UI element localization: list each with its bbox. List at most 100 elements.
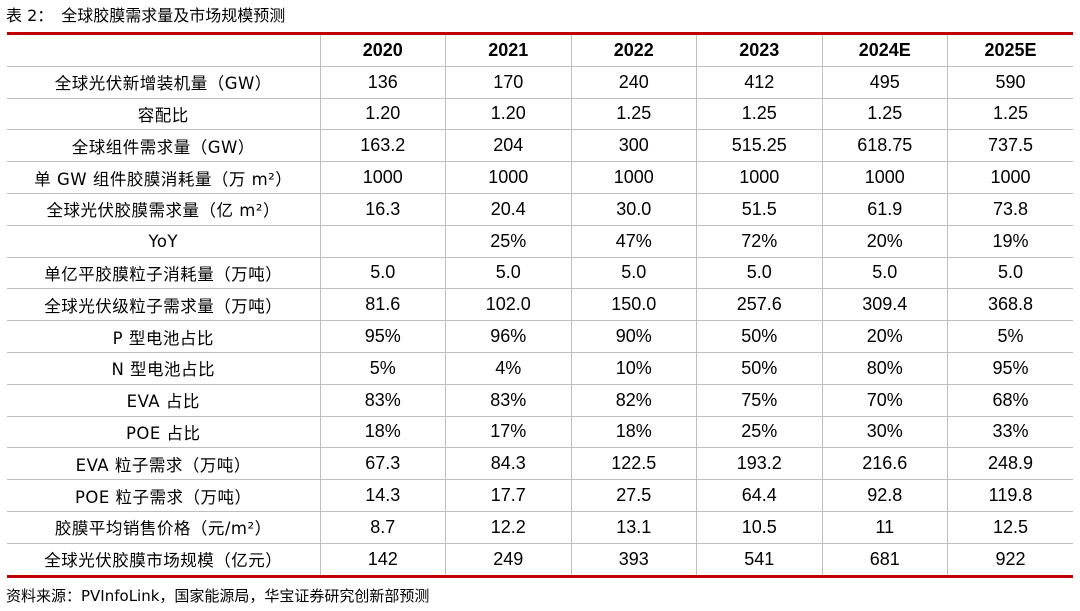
table-row: POE 粒子需求（万吨） 14.3 17.7 27.5 64.4 92.8 119.8 xyxy=(7,479,1073,512)
table-cell: 80% xyxy=(821,351,948,385)
table-row: POE 占比 18% 17% 18% 25% 30% 33% xyxy=(7,415,1073,449)
header-cell: 2024E xyxy=(821,35,948,67)
table-cell: 84.3 xyxy=(445,447,572,481)
table-cell: 5.0 xyxy=(947,256,1073,290)
table-cell: 495 xyxy=(821,65,948,99)
table-cell: 13.1 xyxy=(570,510,697,544)
table-cell: 1.25 xyxy=(570,97,697,131)
row-label: N 型电池占比 xyxy=(7,351,321,385)
table-row: 全球光伏胶膜市场规模（亿元） 142 249 393 541 681 922 xyxy=(7,542,1073,575)
table-cell: 68% xyxy=(947,383,1073,417)
table-cell: 18% xyxy=(319,415,446,449)
table-row: YoY 25% 47% 72% 20% 19% xyxy=(7,224,1073,258)
table-cell: 590 xyxy=(947,65,1073,99)
table-row: 单 GW 组件胶膜消耗量（万 m²） 1000 1000 1000 1000 1000 10… xyxy=(7,161,1073,194)
table-cell: 163.2 xyxy=(319,129,446,163)
table-cell: 102.0 xyxy=(445,288,572,322)
row-label: POE 粒子需求（万吨） xyxy=(7,479,321,512)
table-cell: 50% xyxy=(696,351,823,385)
table-cell: 75% xyxy=(696,383,823,417)
table-cell: 119.8 xyxy=(947,479,1073,512)
table-row: 全球光伏胶膜需求量（亿 m²） 16.3 20.4 30.0 51.5 61.9 73.8 xyxy=(7,192,1073,226)
table-cell: 1.25 xyxy=(947,97,1073,131)
table-cell: 61.9 xyxy=(821,192,948,226)
table-cell: 72% xyxy=(696,224,823,258)
table-cell: 10% xyxy=(570,351,697,385)
table-cell: 300 xyxy=(570,129,697,163)
table-cell: 1000 xyxy=(570,161,697,194)
table-cell: 5.0 xyxy=(821,256,948,290)
row-label: 胶膜平均销售价格（元/m²） xyxy=(7,510,321,544)
table-cell: 922 xyxy=(947,542,1073,575)
row-label: 全球光伏新增装机量（GW） xyxy=(7,65,321,99)
table-cell: 5% xyxy=(319,351,446,385)
table-row: EVA 粒子需求（万吨） 67.3 84.3 122.5 193.2 216.6 248.9 xyxy=(7,447,1073,481)
table-cell: 5.0 xyxy=(696,256,823,290)
table-cell: 170 xyxy=(445,65,572,99)
table-cell: 4% xyxy=(445,351,572,385)
row-label: POE 占比 xyxy=(7,415,321,449)
caption-title: 全球胶膜需求量及市场规模预测 xyxy=(61,6,286,25)
table-cell: 257.6 xyxy=(696,288,823,322)
table-cell: 67.3 xyxy=(319,447,446,481)
table-cell: 1000 xyxy=(445,161,572,194)
table-cell: 11 xyxy=(821,510,948,544)
table-cell: 515.25 xyxy=(696,129,823,163)
table-cell: 27.5 xyxy=(570,479,697,512)
table-cell: 5.0 xyxy=(319,256,446,290)
table-cell: 50% xyxy=(696,320,823,353)
table-cell: 618.75 xyxy=(821,129,948,163)
row-label: YoY xyxy=(7,224,321,258)
table-caption: 表 2： 全球胶膜需求量及市场规模预测 xyxy=(6,4,285,28)
row-label: P 型电池占比 xyxy=(7,320,321,353)
table-cell: 240 xyxy=(570,65,697,99)
table-cell: 96% xyxy=(445,320,572,353)
table-cell: 47% xyxy=(570,224,697,258)
row-label: 全球组件需求量（GW） xyxy=(7,129,321,163)
header-cell: 2025E xyxy=(947,35,1073,67)
table-cell: 150.0 xyxy=(570,288,697,322)
table-row: 胶膜平均销售价格（元/m²） 8.7 12.2 13.1 10.5 11 12.5 xyxy=(7,510,1073,544)
table-cell: 204 xyxy=(445,129,572,163)
table-cell: 82% xyxy=(570,383,697,417)
row-label: EVA 粒子需求（万吨） xyxy=(7,447,321,481)
table-cell: 249 xyxy=(445,542,572,575)
table-cell: 95% xyxy=(319,320,446,353)
row-label: 全球光伏胶膜需求量（亿 m²） xyxy=(7,192,321,226)
table-cell: 12.2 xyxy=(445,510,572,544)
table-cell: 5.0 xyxy=(445,256,572,290)
table-cell: 8.7 xyxy=(319,510,446,544)
table-row: P 型电池占比 95% 96% 90% 50% 20% 5% xyxy=(7,320,1073,353)
table-row: 全球组件需求量（GW） 163.2 204 300 515.25 618.75 737.5 xyxy=(7,129,1073,163)
table-cell: 17.7 xyxy=(445,479,572,512)
table-cell: 136 xyxy=(319,65,446,99)
header-cell: 2023 xyxy=(696,35,823,67)
header-row: 2020 2021 2022 2023 2024E 2025E xyxy=(7,35,1073,67)
table-cell: 1000 xyxy=(947,161,1073,194)
table-cell: 10.5 xyxy=(696,510,823,544)
table-row: 全球光伏新增装机量（GW） 136 170 240 412 495 590 xyxy=(7,65,1073,99)
table-cell: 51.5 xyxy=(696,192,823,226)
table-cell: 18% xyxy=(570,415,697,449)
table-cell: 17% xyxy=(445,415,572,449)
table-cell: 1.25 xyxy=(821,97,948,131)
table-cell: 309.4 xyxy=(821,288,948,322)
table-cell: 33% xyxy=(947,415,1073,449)
table-cell: 25% xyxy=(696,415,823,449)
table-cell: 737.5 xyxy=(947,129,1073,163)
forecast-table-container: 2020 2021 2022 2023 2024E 2025E 全球光伏新增装机… xyxy=(7,32,1073,578)
table-cell: 1.20 xyxy=(319,97,446,131)
table-cell: 5% xyxy=(947,320,1073,353)
table-cell: 12.5 xyxy=(947,510,1073,544)
table-cell: 1000 xyxy=(821,161,948,194)
table-cell: 142 xyxy=(319,542,446,575)
table-row: 全球光伏级粒子需求量（万吨） 81.6 102.0 150.0 257.6 309.4 36… xyxy=(7,288,1073,322)
table-row: 单亿平胶膜粒子消耗量（万吨） 5.0 5.0 5.0 5.0 5.0 5.0 xyxy=(7,256,1073,290)
header-cell xyxy=(7,35,321,67)
table-row: N 型电池占比 5% 4% 10% 50% 80% 95% xyxy=(7,351,1073,385)
table-cell: 30.0 xyxy=(570,192,697,226)
row-label: 容配比 xyxy=(7,97,321,131)
table-cell: 5.0 xyxy=(570,256,697,290)
table-cell: 81.6 xyxy=(319,288,446,322)
row-label: 全球光伏级粒子需求量（万吨） xyxy=(7,288,321,322)
